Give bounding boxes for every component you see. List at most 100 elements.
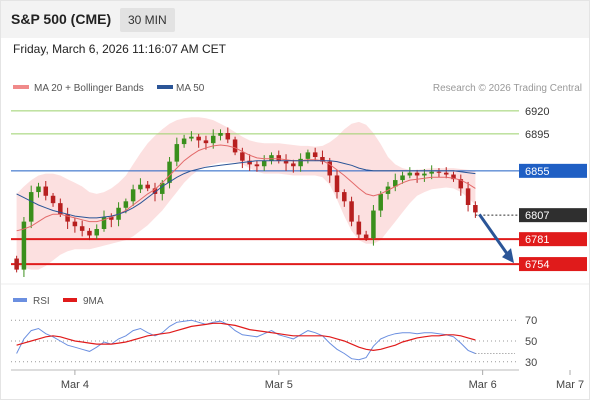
candle-body: [334, 175, 340, 193]
candle-body: [276, 155, 282, 161]
rsi-tick-30: 30: [525, 357, 537, 369]
main-legend: MA 20 + Bollinger Bands MA 50 Research ©…: [13, 83, 582, 94]
candle-body: [203, 140, 209, 144]
candle-body: [123, 201, 129, 208]
x-axis: Mar 4 Mar 5 Mar 6 Mar 7: [11, 369, 584, 391]
ma20-legend-swatch: [13, 85, 29, 89]
ma20-legend-label: MA 20 + Bollinger Bands: [34, 83, 144, 94]
ma50-legend-swatch: [157, 85, 173, 89]
candle-body: [378, 193, 383, 211]
rsi-legend-label: RSI: [33, 296, 50, 307]
chart-header: S&P 500 (CME) 30 MIN: [1, 1, 589, 38]
candle-body: [79, 226, 85, 231]
candle-body: [87, 230, 92, 236]
candle-body: [218, 133, 223, 136]
ma20-line: [16, 144, 476, 232]
candle-body: [174, 144, 180, 162]
x-tick-label: Mar 4: [61, 379, 89, 391]
candle-body: [393, 180, 398, 187]
level-tag-6855: [519, 163, 587, 178]
x-tick-label: Mar 5: [265, 379, 293, 391]
ma50-line: [16, 160, 476, 219]
candle-body: [283, 160, 289, 164]
forecast-arrow-head: [502, 248, 514, 264]
rsi-ma-legend-label: 9MA: [83, 296, 104, 307]
candle-body: [145, 184, 150, 189]
candle-body: [58, 203, 63, 215]
rsi-legend: RSI 9MA: [13, 296, 104, 307]
timestamp: Friday, March 6, 2026 11:16:07 AM CET: [13, 42, 226, 56]
candle-body: [414, 172, 420, 176]
candle-body: [436, 171, 442, 173]
candle-body: [458, 179, 464, 189]
candle-body: [451, 174, 456, 180]
candle-body: [240, 152, 245, 161]
candle-body: [232, 139, 238, 153]
candle-body: [138, 184, 143, 190]
candle-body: [407, 172, 413, 176]
candle-body: [261, 160, 267, 167]
rsi-tick-50: 50: [525, 336, 537, 348]
level-tag-6781: [519, 232, 587, 247]
level-label-6754: 6754: [525, 259, 549, 271]
candle-body: [422, 173, 427, 176]
candle-body: [130, 189, 136, 202]
candle-body: [254, 164, 260, 167]
rsi-ma-legend-swatch: [63, 298, 77, 302]
candle-body: [400, 175, 405, 181]
candle-body: [21, 221, 27, 270]
candle-body: [14, 258, 19, 270]
candle-body: [298, 158, 303, 167]
rsi-line: [16, 319, 476, 361]
timeframe-badge[interactable]: 30 MIN: [120, 8, 175, 32]
candle-body: [356, 221, 362, 235]
level-label-6855: 6855: [525, 166, 549, 178]
level-label-6895: 6895: [525, 129, 549, 141]
candle-body: [65, 214, 70, 222]
candle-body: [349, 201, 354, 222]
forecast-arrow-shaft: [478, 213, 510, 256]
x-tick-label: Mar 7: [556, 379, 584, 391]
candle-body: [210, 135, 216, 144]
rsi-tick-70: 70: [525, 315, 537, 327]
candle-body: [247, 160, 252, 165]
credit-label: Research © 2026 Trading Central: [433, 83, 582, 94]
candle-body: [101, 217, 107, 229]
candle-body: [152, 188, 158, 194]
rsi-ma-line: [16, 322, 476, 352]
candle-body: [167, 161, 172, 183]
candle-body: [225, 133, 231, 140]
candle-body: [291, 163, 296, 167]
candle-body: [327, 161, 332, 176]
candle-body: [189, 136, 194, 139]
candle-body: [109, 217, 114, 220]
rsi-legend-swatch: [13, 298, 27, 302]
candle-body: [50, 195, 56, 204]
price-chart: 6920 6895 6855 6807 6781 6754: [11, 106, 587, 277]
level-label-6781: 6781: [525, 234, 549, 246]
candle-body: [342, 192, 347, 202]
candle-body: [312, 152, 318, 157]
candle-body: [465, 188, 471, 205]
level-tag-6754: [519, 257, 587, 272]
level-label-6807: 6807: [525, 210, 549, 222]
candle-body: [36, 186, 41, 193]
candle-body: [305, 152, 311, 159]
candle-body: [363, 234, 369, 239]
candle-body: [320, 157, 325, 162]
x-tick-label: Mar 6: [469, 379, 497, 391]
candle-body: [94, 229, 99, 236]
candle-body: [181, 138, 187, 145]
candle-body: [473, 205, 478, 213]
candle-body: [28, 192, 34, 222]
candle-body: [160, 182, 165, 194]
bollinger-band: [16, 117, 476, 270]
candle-body: [371, 210, 376, 239]
rsi-chart: 70 50 30: [11, 315, 537, 369]
candle-body: [196, 136, 201, 141]
candle-body: [443, 172, 449, 175]
candle-body: [43, 186, 49, 196]
candle-body: [72, 221, 78, 227]
